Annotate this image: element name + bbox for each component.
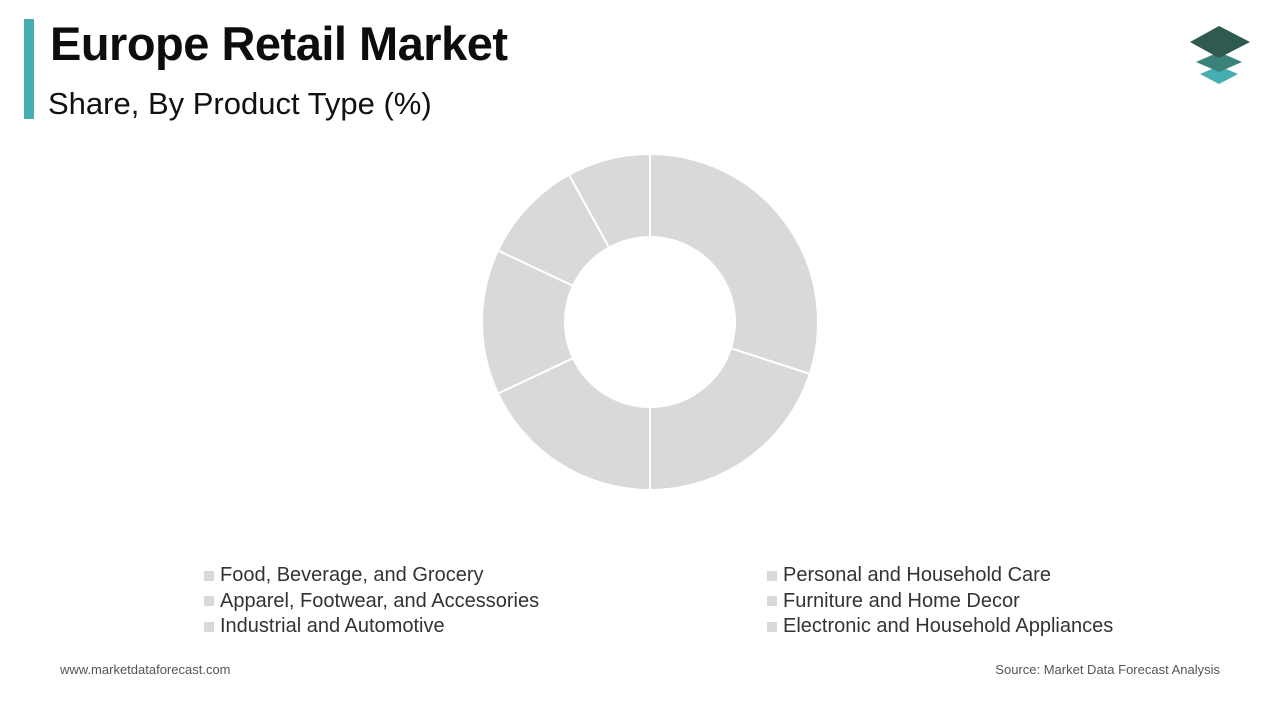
legend-label: Industrial and Automotive (220, 615, 445, 637)
legend-label: Furniture and Home Decor (783, 589, 1020, 612)
accent-bar (24, 19, 34, 119)
donut-slice-0 (649, 152, 819, 376)
legend-item: Food, Beverage, and Grocery (204, 563, 483, 588)
legend-swatch (204, 596, 214, 606)
legend-swatch (767, 596, 777, 606)
footer-website: www.marketdataforecast.com (60, 662, 231, 677)
footer-source: Source: Market Data Forecast Analysis (995, 662, 1220, 677)
donut-chart (481, 152, 819, 492)
donut-slice-5 (567, 152, 651, 249)
legend-swatch (204, 570, 214, 581)
legend-item: Apparel, Footwear, and Accessories (204, 589, 539, 614)
donut-slice-2 (496, 356, 651, 492)
legend-item: Furniture and Home Decor (767, 589, 1020, 614)
page-subtitle: Share, By Product Type (%) (48, 86, 432, 121)
legend-swatch (767, 621, 777, 632)
legend-label: Personal and Household Care (783, 564, 1051, 586)
legend-swatch (767, 570, 777, 581)
page-title: Europe Retail Market (50, 17, 508, 70)
legend-item: Industrial and Automotive (204, 614, 445, 639)
donut-slices (481, 152, 819, 492)
legend-swatch (204, 621, 214, 632)
donut-slice-1 (649, 347, 812, 492)
stacked-layers-icon (1190, 26, 1250, 84)
legend-label: Food, Beverage, and Grocery (220, 564, 484, 586)
legend-item: Electronic and Household Appliances (767, 614, 1113, 639)
legend-item: Personal and Household Care (767, 563, 1051, 588)
legend-label: Electronic and Household Appliances (783, 615, 1114, 637)
legend-label: Apparel, Footwear, and Accessories (220, 589, 540, 612)
